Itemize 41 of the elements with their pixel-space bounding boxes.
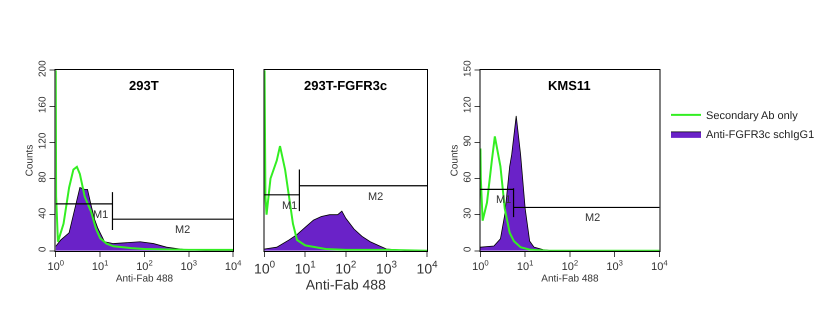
y-axis-title: Counts [449,144,460,176]
annotation: M1 [93,209,108,221]
y-tick-label: 30 [462,207,474,219]
legend-label: Anti-FGFR3c schIgG1 [706,129,814,142]
x-axis-title: Anti-Fab 488 [306,276,386,293]
x-tick-label: 10$^{3}$ [606,258,623,273]
y-tick-label: 120 [38,132,49,150]
annotation: M2 [368,191,384,203]
text: 293T-FGFR3c [304,78,388,93]
x-tick-label: 10$^{2}$ [335,260,356,277]
x-tick-label: 10$^{1}$ [516,258,534,273]
x-tick-label: 10$^{0}$ [47,258,64,273]
x-tick-label: 10$^{0}$ [254,260,276,277]
annotation: M2 [585,212,600,224]
y-tick-label: 160 [38,96,49,114]
x-tick-label: 10$^{2}$ [562,258,578,273]
x-tick-label: 10$^{4}$ [651,258,668,273]
y-tick-label: 120 [462,96,474,114]
legend-label: Secondary Ab only [706,110,798,122]
y-tick-label: 200 [38,60,49,78]
x-tick-label: 10$^{3}$ [376,260,398,277]
x-tick-label: 10$^{1}$ [294,260,316,277]
y-tick-label: 0 [462,246,474,252]
x-axis-title: Anti-Fab 488 [541,274,599,284]
x-tick-label: 10$^{3}$ [180,258,198,273]
text: KMS11 [548,78,591,93]
y-axis-title: Counts [24,144,36,176]
x-tick-label: 10$^{2}$ [136,258,153,273]
y-tick-label: 60 [462,171,474,183]
y-tick-label: 150 [462,60,474,78]
x-tick-label: 10$^{0}$ [472,258,489,273]
text: 293T [129,78,159,93]
y-tick-label: 80 [38,171,49,183]
y-tick-label: 40 [38,207,49,219]
y-tick-label: 90 [462,134,474,147]
x-tick-label: 10$^{1}$ [92,258,108,273]
x-tick-label: 10$^{4}$ [416,260,438,277]
y-tick-label: 0 [38,246,49,252]
x-axis-title: Anti-Fab 488 [116,274,174,284]
annotation: M2 [175,224,190,236]
x-tick-label: 10$^{4}$ [224,258,242,273]
